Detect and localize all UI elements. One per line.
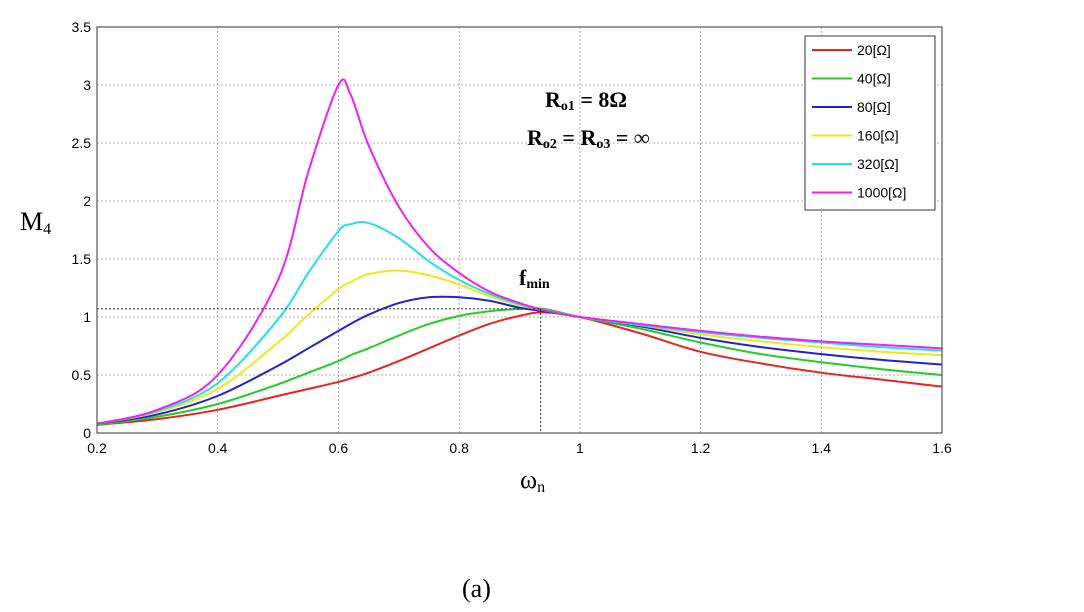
series-line-1 xyxy=(96,307,943,426)
y-tick-label: 3.5 xyxy=(72,19,92,35)
series-lines xyxy=(96,78,943,426)
x-axis-label: ωn xyxy=(520,465,545,496)
legend-label: 80[Ω] xyxy=(857,99,891,115)
legend-label: 160[Ω] xyxy=(857,128,899,144)
y-tick-label: 1.5 xyxy=(72,251,92,267)
legend: 20[Ω] 40[Ω] 80[Ω] 160[Ω] 320[Ω] 1000[Ω] xyxy=(804,35,936,211)
x-tick-label: 1 xyxy=(576,440,584,456)
series-line-3 xyxy=(96,269,943,425)
series-line-4 xyxy=(96,221,943,425)
y-tick-label: 2 xyxy=(83,193,91,209)
x-tick-label: 0.2 xyxy=(87,440,107,456)
x-tick-label: 0.4 xyxy=(208,440,228,456)
legend-box xyxy=(804,35,936,211)
x-tick-label: 1.4 xyxy=(812,440,832,456)
series-line-5 xyxy=(96,78,943,425)
legend-label: 1000[Ω] xyxy=(857,185,906,201)
y-tick-label: 3 xyxy=(83,77,91,93)
x-tick-label: 1.6 xyxy=(932,440,952,456)
tick-labels: 0.2 0.4 0.6 0.8 1 1.2 1.4 1.6 0 0.5 1 1.5 2 2.5 3 3.5 xyxy=(72,19,952,456)
x-tick-label: 1.2 xyxy=(691,440,711,456)
legend-label: 40[Ω] xyxy=(857,71,891,87)
y-tick-label: 0.5 xyxy=(72,367,92,383)
y-tick-label: 2.5 xyxy=(72,135,92,151)
series-line-0 xyxy=(96,311,943,426)
series-line-2 xyxy=(96,295,943,425)
x-tick-label: 0.6 xyxy=(329,440,349,456)
figure-caption: (a) xyxy=(462,574,491,603)
fmin-guides xyxy=(97,308,542,433)
legend-label: 320[Ω] xyxy=(857,156,899,172)
plot-frame xyxy=(96,26,943,434)
y-tick-label: 1 xyxy=(83,309,91,325)
annotation-ro1: Ro1 = 8Ω xyxy=(545,87,627,114)
annotation-ro2-ro3: Ro2 = Ro3 = ∞ xyxy=(527,125,650,152)
x-tick-label: 0.8 xyxy=(449,440,469,456)
y-tick-label: 0 xyxy=(83,425,91,441)
y-axis-label: M4 xyxy=(20,207,51,238)
annotation-fmin: fmin xyxy=(519,265,550,292)
legend-label: 20[Ω] xyxy=(857,42,891,58)
